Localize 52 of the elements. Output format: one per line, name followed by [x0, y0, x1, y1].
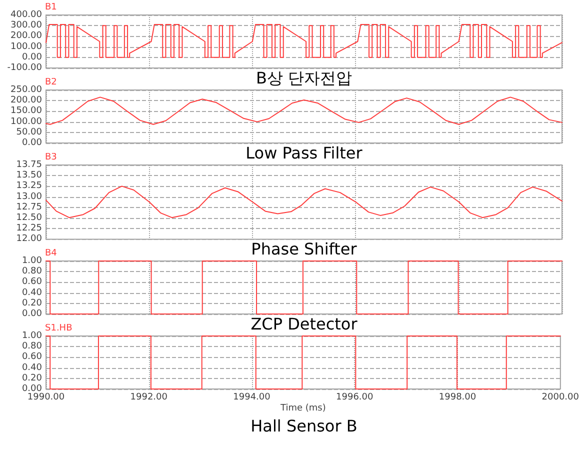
text: ZCP Detector [250, 314, 358, 334]
y-tick-label: 13.75 [16, 160, 42, 170]
y-tick-label: 200.00 [10, 31, 42, 42]
y-tick-label: 0.60 [22, 277, 42, 288]
y-tick-label: 100.00 [10, 116, 42, 127]
y-tick-label: 0.60 [22, 352, 42, 362]
y-tick-label: 0.00 [22, 52, 42, 62]
y-tick-label: 13.50 [16, 170, 42, 181]
text: B3 [45, 152, 57, 162]
text: Low Pass Filter [246, 144, 363, 162]
line-series [46, 96, 562, 125]
y-tick-label: 0.80 [22, 342, 42, 352]
x-tick-label: 1990.00 [27, 392, 65, 403]
series-label: S1.HB [45, 324, 72, 334]
y-tick-label: 50.00 [16, 127, 42, 138]
x-tick-label: 2000.00 [542, 392, 580, 403]
text: B상 단자전압 [256, 68, 352, 88]
y-tick-label: 200.00 [10, 96, 42, 106]
y-tick-label: 0.00 [22, 309, 42, 320]
line-series [46, 24, 562, 58]
y-tick-label: 0.00 [22, 384, 42, 394]
y-tick-label: 100.00 [10, 42, 42, 52]
x-tick-label: 1992.00 [130, 392, 168, 403]
y-tick-label: 400.00 [10, 10, 42, 20]
y-tick-label: 0.20 [22, 374, 42, 384]
x-tick-label: 1998.00 [438, 392, 476, 403]
x-axis-title: Time (ms) [280, 404, 326, 414]
y-tick-label: 13.00 [16, 192, 42, 202]
series-label: B4 [45, 248, 58, 259]
y-tick-label: 1.00 [22, 256, 42, 266]
y-tick-label: 0.00 [22, 138, 42, 148]
y-tick-label: 13.25 [16, 181, 42, 192]
y-tick-label: 12.75 [16, 202, 42, 212]
y-tick-label: 12.00 [16, 234, 42, 244]
y-tick-label: 0.40 [22, 288, 42, 298]
text: B2 [45, 78, 57, 88]
y-tick-label: 250.00 [10, 85, 42, 95]
y-tick-label: 0.20 [22, 298, 42, 309]
y-tick-label: 0.80 [22, 266, 42, 277]
y-tick-label: 150.00 [10, 106, 42, 116]
text: Phase Shifter [251, 240, 358, 259]
x-tick-label: 1994.00 [233, 392, 271, 403]
line-series [46, 186, 562, 218]
series-label: B1 [45, 2, 57, 12]
y-tick-label: 12.50 [16, 213, 42, 223]
text: Hall Sensor B [250, 416, 358, 436]
x-tick-label: 1996.00 [336, 392, 374, 403]
y-tick-label: 300.00 [10, 20, 42, 31]
y-tick-label: 12.25 [16, 224, 42, 234]
y-tick-label: -100.00 [7, 63, 42, 73]
y-tick-label: 1.00 [22, 331, 42, 342]
y-tick-label: 0.40 [22, 362, 42, 373]
